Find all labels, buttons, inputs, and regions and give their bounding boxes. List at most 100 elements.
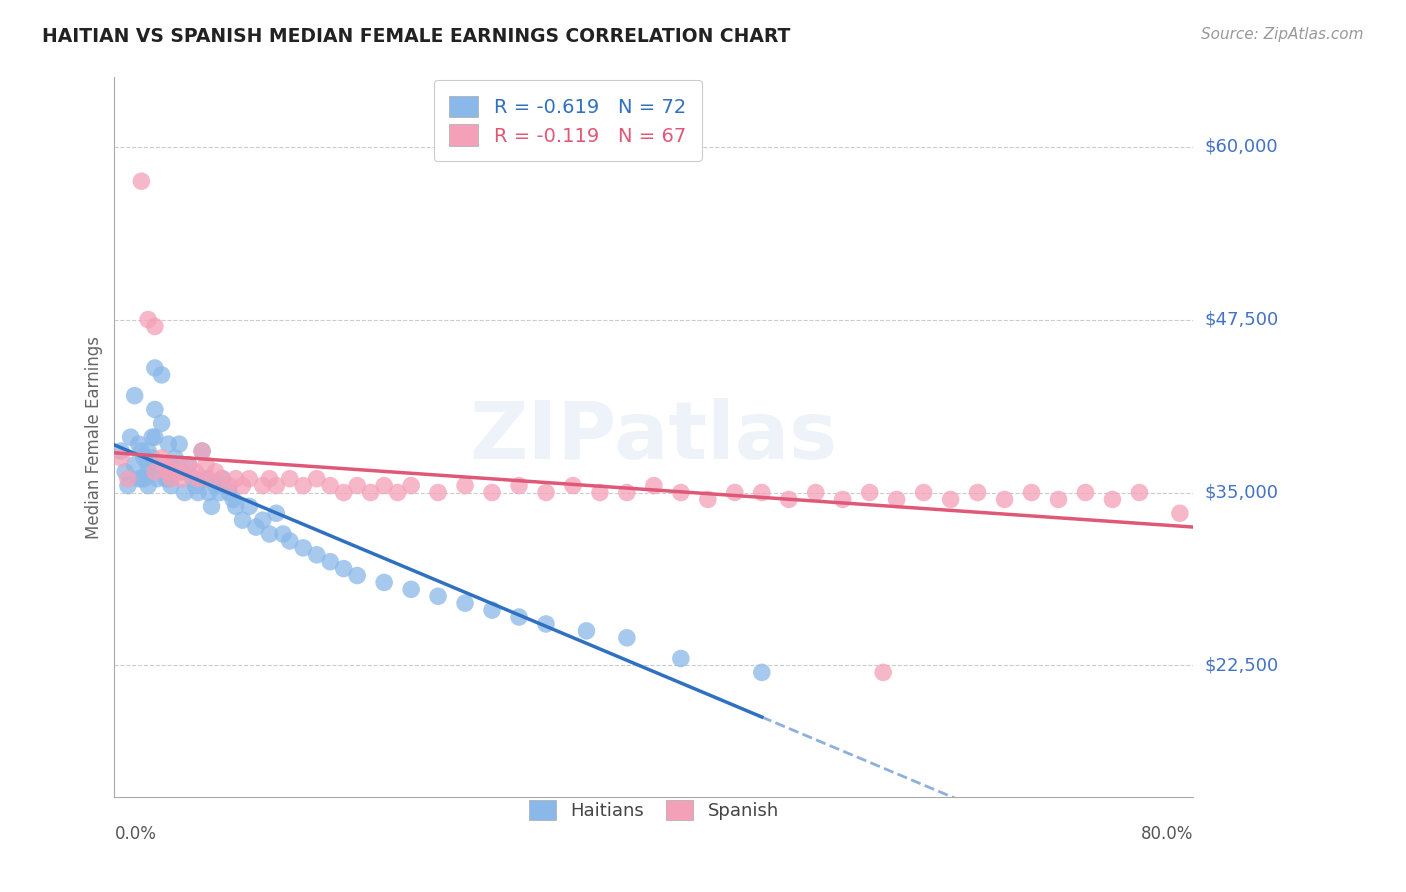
Point: [534, 617, 557, 632]
Point: [208, 485, 231, 500]
Point: [191, 444, 214, 458]
Point: [346, 568, 368, 582]
Point: [332, 561, 354, 575]
Point: [1128, 485, 1150, 500]
Point: [165, 458, 187, 472]
Point: [198, 472, 221, 486]
Point: [143, 402, 166, 417]
Point: [278, 472, 301, 486]
Point: [143, 465, 166, 479]
Point: [167, 465, 190, 479]
Point: [211, 472, 233, 486]
Point: [195, 458, 218, 472]
Point: [143, 361, 166, 376]
Point: [131, 444, 153, 458]
Point: [170, 472, 193, 486]
Point: [427, 485, 450, 500]
Point: [131, 472, 153, 486]
Point: [399, 478, 422, 492]
Point: [993, 492, 1015, 507]
Point: [160, 478, 183, 492]
Point: [332, 485, 354, 500]
Point: [1047, 492, 1070, 507]
Point: [155, 458, 177, 472]
Point: [305, 472, 328, 486]
Point: [751, 665, 773, 680]
Point: [278, 533, 301, 548]
Point: [157, 437, 180, 451]
Point: [232, 513, 254, 527]
Point: [252, 513, 274, 527]
Point: [160, 458, 183, 472]
Point: [181, 472, 204, 486]
Point: [165, 450, 187, 465]
Point: [124, 389, 146, 403]
Point: [886, 492, 908, 507]
Point: [110, 444, 132, 458]
Point: [184, 478, 207, 492]
Point: [150, 450, 173, 465]
Point: [114, 465, 136, 479]
Point: [117, 472, 139, 486]
Point: [508, 478, 530, 492]
Point: [1021, 485, 1043, 500]
Point: [222, 492, 245, 507]
Point: [204, 478, 226, 492]
Point: [669, 485, 692, 500]
Point: [225, 472, 247, 486]
Point: [1074, 485, 1097, 500]
Point: [170, 465, 193, 479]
Point: [454, 596, 477, 610]
Point: [204, 465, 226, 479]
Y-axis label: Median Female Earnings: Median Female Earnings: [86, 335, 103, 539]
Point: [155, 472, 177, 486]
Point: [575, 624, 598, 638]
Point: [292, 541, 315, 555]
Point: [305, 548, 328, 562]
Point: [187, 485, 209, 500]
Text: HAITIAN VS SPANISH MEDIAN FEMALE EARNINGS CORRELATION CHART: HAITIAN VS SPANISH MEDIAN FEMALE EARNING…: [42, 27, 790, 45]
Point: [232, 478, 254, 492]
Point: [616, 631, 638, 645]
Point: [831, 492, 853, 507]
Point: [173, 485, 195, 500]
Point: [160, 472, 183, 486]
Point: [562, 478, 585, 492]
Point: [271, 527, 294, 541]
Point: [167, 437, 190, 451]
Point: [238, 472, 260, 486]
Point: [399, 582, 422, 597]
Text: 0.0%: 0.0%: [114, 824, 156, 843]
Point: [225, 500, 247, 514]
Point: [120, 430, 142, 444]
Text: $60,000: $60,000: [1204, 137, 1278, 155]
Point: [195, 472, 218, 486]
Point: [778, 492, 800, 507]
Text: $22,500: $22,500: [1204, 657, 1278, 674]
Point: [157, 465, 180, 479]
Point: [132, 450, 155, 465]
Text: 80.0%: 80.0%: [1142, 824, 1194, 843]
Point: [252, 478, 274, 492]
Point: [259, 472, 281, 486]
Point: [177, 458, 200, 472]
Point: [110, 450, 132, 465]
Point: [1168, 506, 1191, 520]
Point: [259, 527, 281, 541]
Text: $47,500: $47,500: [1204, 310, 1278, 328]
Point: [481, 485, 503, 500]
Point: [136, 458, 159, 472]
Point: [616, 485, 638, 500]
Point: [136, 444, 159, 458]
Point: [669, 651, 692, 665]
Point: [136, 478, 159, 492]
Point: [191, 444, 214, 458]
Point: [939, 492, 962, 507]
Text: $35,000: $35,000: [1204, 483, 1278, 501]
Point: [131, 174, 153, 188]
Point: [141, 450, 163, 465]
Point: [128, 437, 150, 451]
Point: [143, 430, 166, 444]
Legend: Haitians, Spanish: Haitians, Spanish: [522, 793, 786, 828]
Point: [319, 478, 342, 492]
